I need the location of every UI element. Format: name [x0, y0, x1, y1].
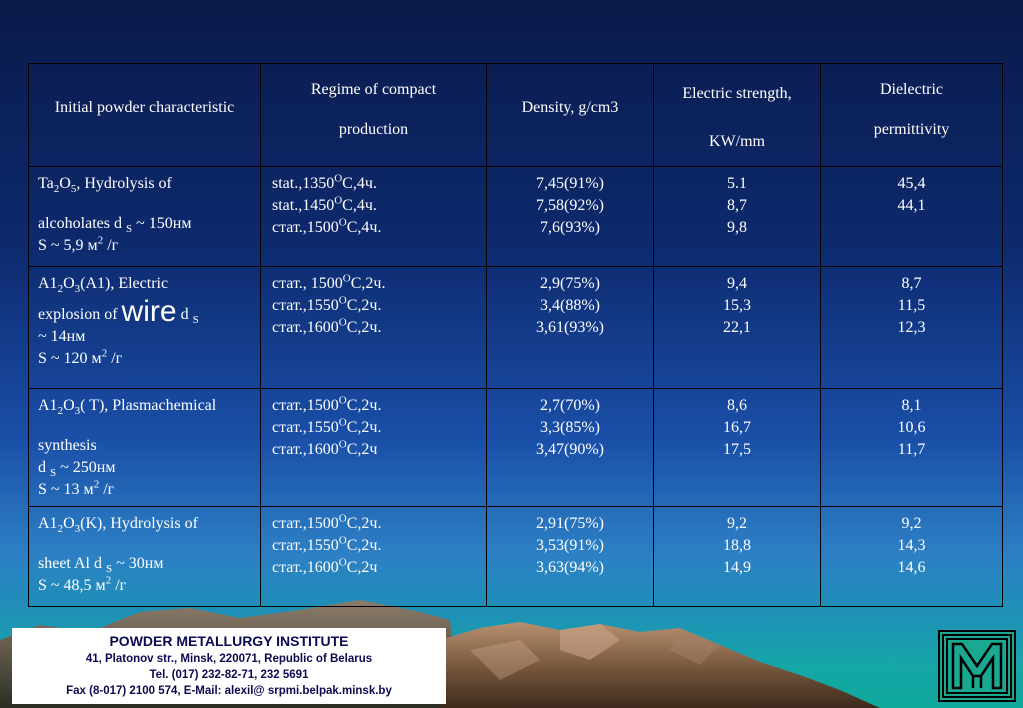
regime-cell: стат.,1500OC,2ч. стат.,1550OC,2ч. стат.,…	[260, 506, 487, 607]
header-strength-line2: KW/mm	[709, 133, 765, 150]
table-row: A12O3(A1), Electric explosion of wire d …	[28, 266, 1003, 389]
density-cell: 2,7(70%) 3,3(85%) 3,47(90%)	[486, 388, 654, 507]
strength-cell: 8,6 16,7 17,5	[653, 388, 821, 507]
institute-name: POWDER METALLURGY INSTITUTE	[109, 633, 349, 649]
header-permittivity-line2: permittivity	[873, 121, 950, 138]
header-density-text: Density, g/cm3	[521, 99, 619, 116]
table-row: A12O3(K), Hydrolysis of sheet Al d S ~ 3…	[28, 506, 1003, 607]
header-regime-line1: Regime of compact	[310, 81, 437, 98]
header-permittivity-line1: Dielectric	[879, 81, 944, 98]
regime-cell: стат.,1500OC,2ч. стат.,1550OC,2ч. стат.,…	[260, 388, 487, 507]
permittivity-cell: 9,2 14,3 14,6	[820, 506, 1003, 607]
table-header-row: Initial powder characteristic Regime of …	[28, 63, 1003, 167]
header-regime: Regime of compact production	[260, 63, 487, 167]
regime-cell: stat.,1350OC,4ч. stat.,1450OC,4ч. стат.,…	[260, 166, 487, 267]
header-permittivity: Dielectric permittivity	[820, 63, 1003, 167]
header-strength-line1: Electric strength,	[682, 85, 792, 102]
permittivity-cell: 8,1 10,6 11,7	[820, 388, 1003, 507]
properties-table: Initial powder characteristic Regime of …	[28, 63, 1003, 607]
table-row: Ta2O5, Hydrolysis of alcoholates d S ~ 1…	[28, 166, 1003, 267]
institute-phone: Tel. (017) 232-82-71, 232 5691	[149, 669, 309, 681]
institute-contact-box: POWDER METALLURGY INSTITUTE 41, Platonov…	[12, 628, 446, 704]
strength-cell: 9,4 15,3 22,1	[653, 266, 821, 389]
header-density: Density, g/cm3	[486, 63, 654, 167]
initial-powder-cell: Ta2O5, Hydrolysis of alcoholates d S ~ 1…	[28, 166, 261, 267]
institute-address: 41, Platonov str., Minsk, 220071, Republ…	[85, 653, 373, 665]
density-cell: 2,91(75%) 3,53(91%) 3,63(94%)	[486, 506, 654, 607]
strength-cell: 5.1 8,7 9,8	[653, 166, 821, 267]
institute-fax-email: Fax (8-017) 2100 574, E-Mail: alexil@ sr…	[66, 685, 392, 697]
permittivity-cell: 8,7 11,5 12,3	[820, 266, 1003, 389]
header-initial-powder: Initial powder characteristic	[28, 63, 261, 167]
permittivity-cell: 45,4 44,1	[820, 166, 1003, 267]
header-regime-line2: production	[338, 121, 409, 138]
header-strength: Electric strength, KW/mm	[653, 63, 821, 167]
table-row: A12O3( T), Plasmachemical synthesis d S …	[28, 388, 1003, 507]
strength-cell: 9,2 18,8 14,9	[653, 506, 821, 607]
initial-powder-cell: A12O3(K), Hydrolysis of sheet Al d S ~ 3…	[28, 506, 261, 607]
institute-monogram-logo-icon	[938, 630, 1016, 702]
density-cell: 2,9(75%) 3,4(88%) 3,61(93%)	[486, 266, 654, 389]
density-cell: 7,45(91%) 7,58(92%) 7,6(93%)	[486, 166, 654, 267]
initial-powder-cell: A12O3(A1), Electric explosion of wire d …	[28, 266, 261, 389]
header-initial-text: Initial powder characteristic	[54, 99, 235, 116]
initial-powder-cell: A12O3( T), Plasmachemical synthesis d S …	[28, 388, 261, 507]
regime-cell: стат., 1500OC,2ч. стат.,1550OC,2ч. стат.…	[260, 266, 487, 389]
